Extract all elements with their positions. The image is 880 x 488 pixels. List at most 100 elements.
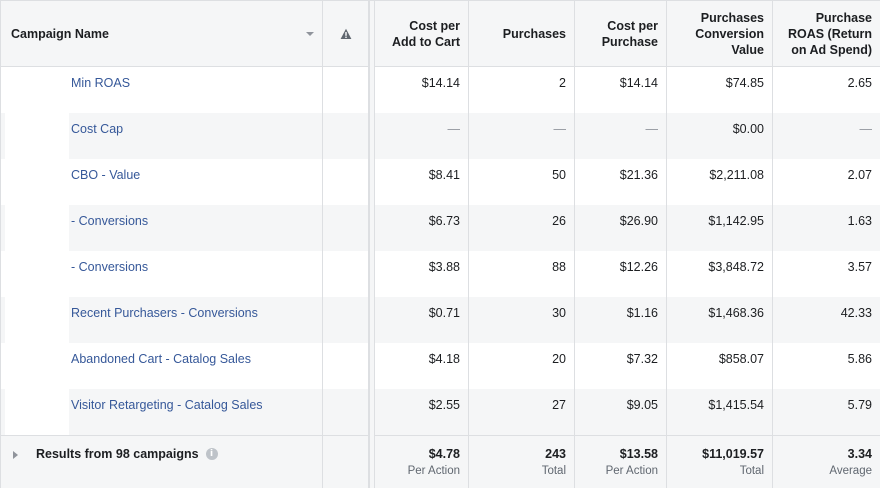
- header-line: Purchase: [601, 34, 658, 49]
- cell-campaign-name: Abandoned Cart - Catalog Sales: [1, 343, 323, 389]
- cell-value: 5.86: [847, 352, 872, 366]
- cell-value: $1,142.95: [708, 214, 764, 228]
- campaign-name-link[interactable]: - Conversions: [71, 214, 149, 228]
- table-row[interactable]: Cost Cap — — — $0.00 —: [1, 113, 880, 159]
- cell-purchase-roas: 3.57: [773, 251, 880, 297]
- cell-value: $2,211.08: [709, 168, 764, 182]
- column-header-purchases[interactable]: Purchases: [469, 1, 575, 66]
- cell-value: 2: [559, 76, 566, 90]
- cell-value: $0.00: [732, 122, 764, 136]
- campaign-name-link[interactable]: Visitor Retargeting - Catalog Sales: [71, 398, 263, 412]
- cell-value: —: [553, 122, 567, 136]
- cell-conversion-value: $0.00: [667, 113, 773, 159]
- column-header-label: Campaign Name: [11, 26, 109, 41]
- cell-delivery-warning: [323, 343, 369, 389]
- table-row[interactable]: - Conversions $6.73 26 $26.90 $1,142.95 1.63: [1, 205, 880, 251]
- cell-purchases: 30: [469, 297, 575, 343]
- cell-value: $858.07: [718, 352, 764, 366]
- results-summary-label: Results from 98 campaigns: [36, 447, 199, 461]
- table-row[interactable]: - Conversions $3.88 88 $12.26 $3,848.72 3.57: [1, 251, 880, 297]
- header-line: Cost per: [607, 18, 658, 33]
- redacted-area: [5, 67, 69, 113]
- sort-caret-down-icon[interactable]: [306, 31, 314, 36]
- campaign-name-link[interactable]: Min ROAS: [71, 76, 131, 90]
- header-line: Value: [731, 42, 764, 57]
- table-row[interactable]: Abandoned Cart - Catalog Sales $4.18 20 $7.…: [1, 343, 880, 389]
- total-value: 3.34: [847, 447, 872, 461]
- cell-campaign-name: CBO - Value: [1, 159, 323, 205]
- cell-campaign-name: Visitor Retargeting - Catalog Sales: [1, 389, 323, 435]
- cell-campaign-name: - Conversions: [1, 205, 323, 251]
- cell-value: $3,848.72: [708, 260, 764, 274]
- cell-value: $8.41: [428, 168, 460, 182]
- cell-cost-per-add-to-cart: $0.71: [375, 297, 469, 343]
- cell-value: 20: [552, 352, 566, 366]
- cell-value: —: [859, 122, 873, 136]
- totals-label-cell: Results from 98 campaigns i: [1, 436, 323, 488]
- column-header-campaign-name[interactable]: Campaign Name: [1, 1, 323, 66]
- cell-value: 5.79: [847, 398, 872, 412]
- campaign-name-link[interactable]: Recent Purchasers - Conversions: [71, 306, 258, 320]
- column-header-cost-per-add-to-cart[interactable]: Cost per Add to Cart: [375, 1, 469, 66]
- cell-purchase-roas: 42.33: [773, 297, 880, 343]
- cell-conversion-value: $1,142.95: [667, 205, 773, 251]
- info-icon[interactable]: i: [205, 448, 218, 460]
- campaign-name-link[interactable]: - Conversions: [71, 260, 149, 274]
- table-row[interactable]: Recent Purchasers - Conversions $0.71 30 $1…: [1, 297, 880, 343]
- campaign-name-link[interactable]: CBO - Value: [71, 168, 141, 182]
- cell-value: $21.36: [619, 168, 658, 182]
- table-row[interactable]: Min ROAS $14.14 2 $14.14 $74.85 2.65: [1, 67, 880, 113]
- total-sublabel: Total: [739, 465, 764, 477]
- campaign-name-link[interactable]: Cost Cap: [71, 122, 124, 136]
- column-header-purchase-roas[interactable]: Purchase ROAS (Return on Ad Spend): [773, 1, 880, 66]
- cell-cost-per-add-to-cart: $14.14: [375, 67, 469, 113]
- column-header-delivery-warning[interactable]: [323, 1, 369, 66]
- frozen-column-divider[interactable]: [369, 1, 375, 488]
- cell-cost-per-purchase: $9.05: [575, 389, 667, 435]
- cell-value: $14.14: [619, 76, 658, 90]
- cell-conversion-value: $1,415.54: [667, 389, 773, 435]
- cell-delivery-warning: [323, 251, 369, 297]
- cell-value: 42.33: [840, 306, 872, 320]
- column-header-purchases-conversion-value[interactable]: Purchases Conversion Value: [667, 1, 773, 66]
- cell-value: $2.55: [428, 398, 460, 412]
- cell-purchases: 26: [469, 205, 575, 251]
- totals-conversion-value: $11,019.57 Total: [667, 436, 773, 488]
- cell-purchases: 88: [469, 251, 575, 297]
- cell-purchases: —: [469, 113, 575, 159]
- cell-value: 2.07: [847, 168, 872, 182]
- cell-delivery-warning: [323, 113, 369, 159]
- redacted-area: [5, 113, 69, 159]
- total-sublabel: Per Action: [605, 465, 658, 477]
- cell-cost-per-add-to-cart: $8.41: [375, 159, 469, 205]
- cell-campaign-name: - Conversions: [1, 251, 323, 297]
- cell-value: $1,415.54: [708, 398, 764, 412]
- cell-purchase-roas: 5.79: [773, 389, 880, 435]
- table-header: Campaign Name Cost per Add to Cart Purch…: [1, 1, 880, 67]
- expand-caret-right-icon[interactable]: [13, 451, 18, 459]
- column-header-cost-per-purchase[interactable]: Cost per Purchase: [575, 1, 667, 66]
- cell-purchase-roas: 2.07: [773, 159, 880, 205]
- cell-value: $14.14: [421, 76, 460, 90]
- cell-delivery-warning: [323, 297, 369, 343]
- header-line: ROAS (Return: [787, 26, 872, 41]
- cell-value: 30: [552, 306, 566, 320]
- redacted-area: [5, 297, 69, 343]
- header-line: Conversion: [695, 26, 764, 41]
- cell-delivery-warning: [323, 389, 369, 435]
- redacted-area: [5, 251, 69, 297]
- table-row[interactable]: CBO - Value $8.41 50 $21.36 $2,211.08 2.07: [1, 159, 880, 205]
- totals-cost-per-purchase: $13.58 Per Action: [575, 436, 667, 488]
- total-value: 243: [545, 447, 566, 461]
- cell-cost-per-purchase: $26.90: [575, 205, 667, 251]
- table-row[interactable]: Visitor Retargeting - Catalog Sales $2.55…: [1, 389, 880, 435]
- cell-conversion-value: $74.85: [667, 67, 773, 113]
- cell-value: $74.85: [725, 76, 764, 90]
- cell-purchases: 50: [469, 159, 575, 205]
- campaign-name-link[interactable]: Abandoned Cart - Catalog Sales: [71, 352, 251, 366]
- totals-cost-per-add-to-cart: $4.78 Per Action: [375, 436, 469, 488]
- cell-purchases: 2: [469, 67, 575, 113]
- cell-value: $6.73: [428, 214, 460, 228]
- warning-icon: [340, 28, 351, 39]
- cell-purchase-roas: 2.65: [773, 67, 880, 113]
